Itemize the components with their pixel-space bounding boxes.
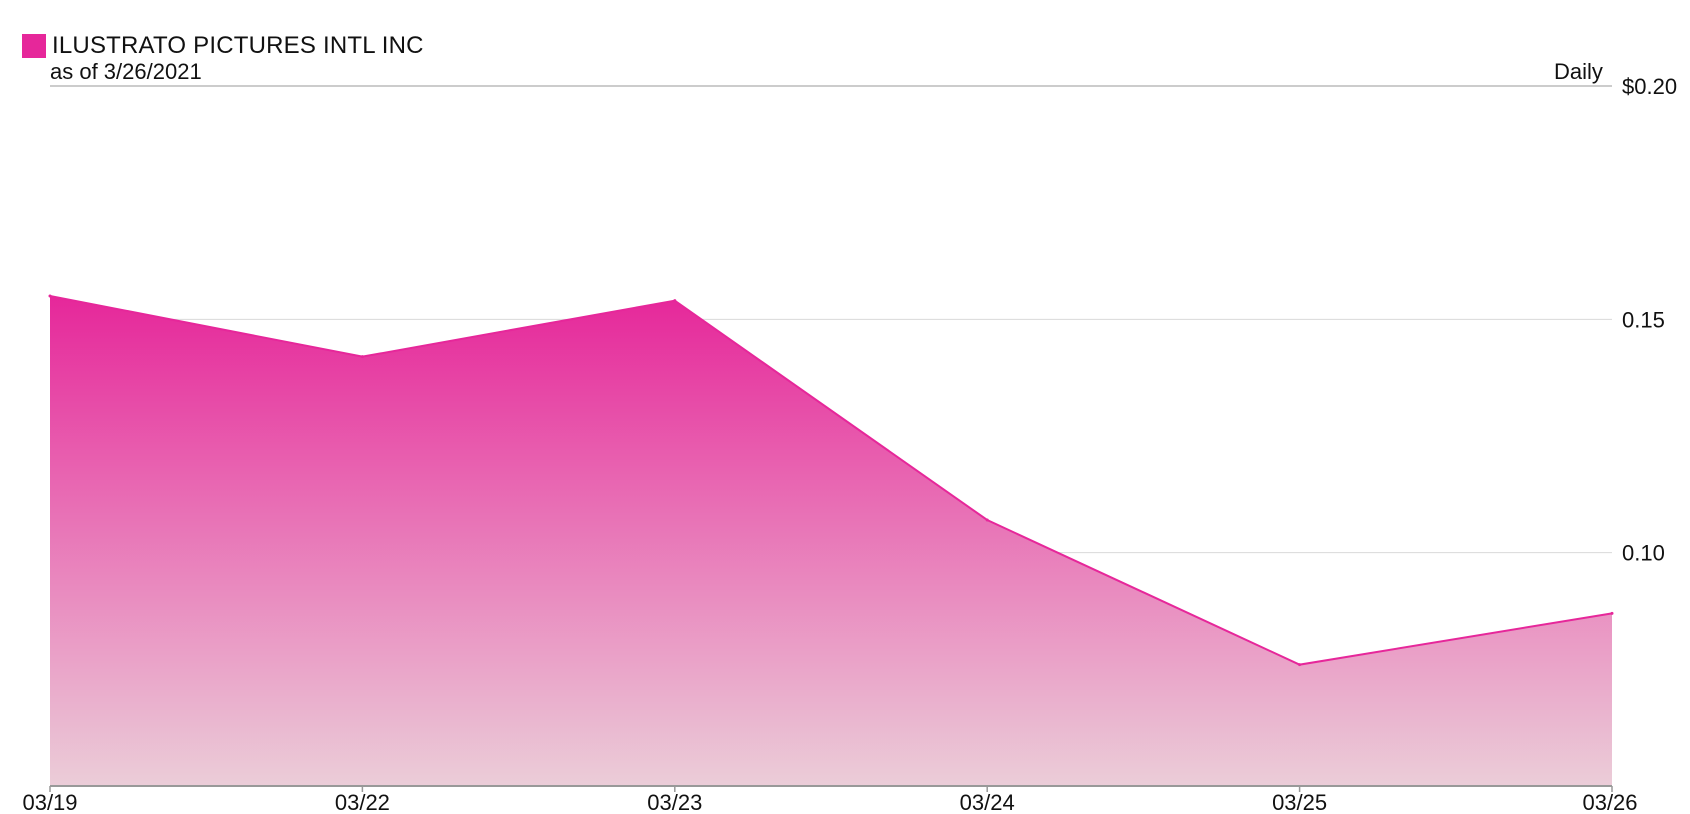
y-tick-label: $0.20	[1622, 74, 1677, 99]
x-tick-label: 03/23	[647, 790, 702, 814]
legend-swatch	[22, 34, 46, 58]
x-tick-label: 03/25	[1272, 790, 1327, 814]
as-of-date: as of 3/26/2021	[50, 59, 202, 84]
data-point	[1298, 663, 1302, 667]
x-tick-label: 03/19	[22, 790, 77, 814]
area-fill	[50, 296, 1612, 786]
data-point	[1610, 611, 1614, 615]
series-line	[49, 295, 1613, 666]
data-point	[360, 355, 364, 359]
frequency-label: Daily	[1554, 59, 1603, 84]
y-tick-label: 0.10	[1622, 541, 1665, 566]
legend-series-name: ILUSTRATO PICTURES INTL INC	[52, 32, 424, 59]
data-point	[673, 299, 677, 303]
x-tick-label: 03/26	[1582, 790, 1637, 814]
x-tick-label: 03/22	[335, 790, 390, 814]
y-tick-label: 0.15	[1622, 307, 1665, 332]
data-point	[985, 518, 989, 522]
x-tick-label: 03/24	[960, 790, 1015, 814]
data-point	[48, 294, 52, 298]
legend: ILUSTRATO PICTURES INTL INC	[22, 34, 424, 58]
